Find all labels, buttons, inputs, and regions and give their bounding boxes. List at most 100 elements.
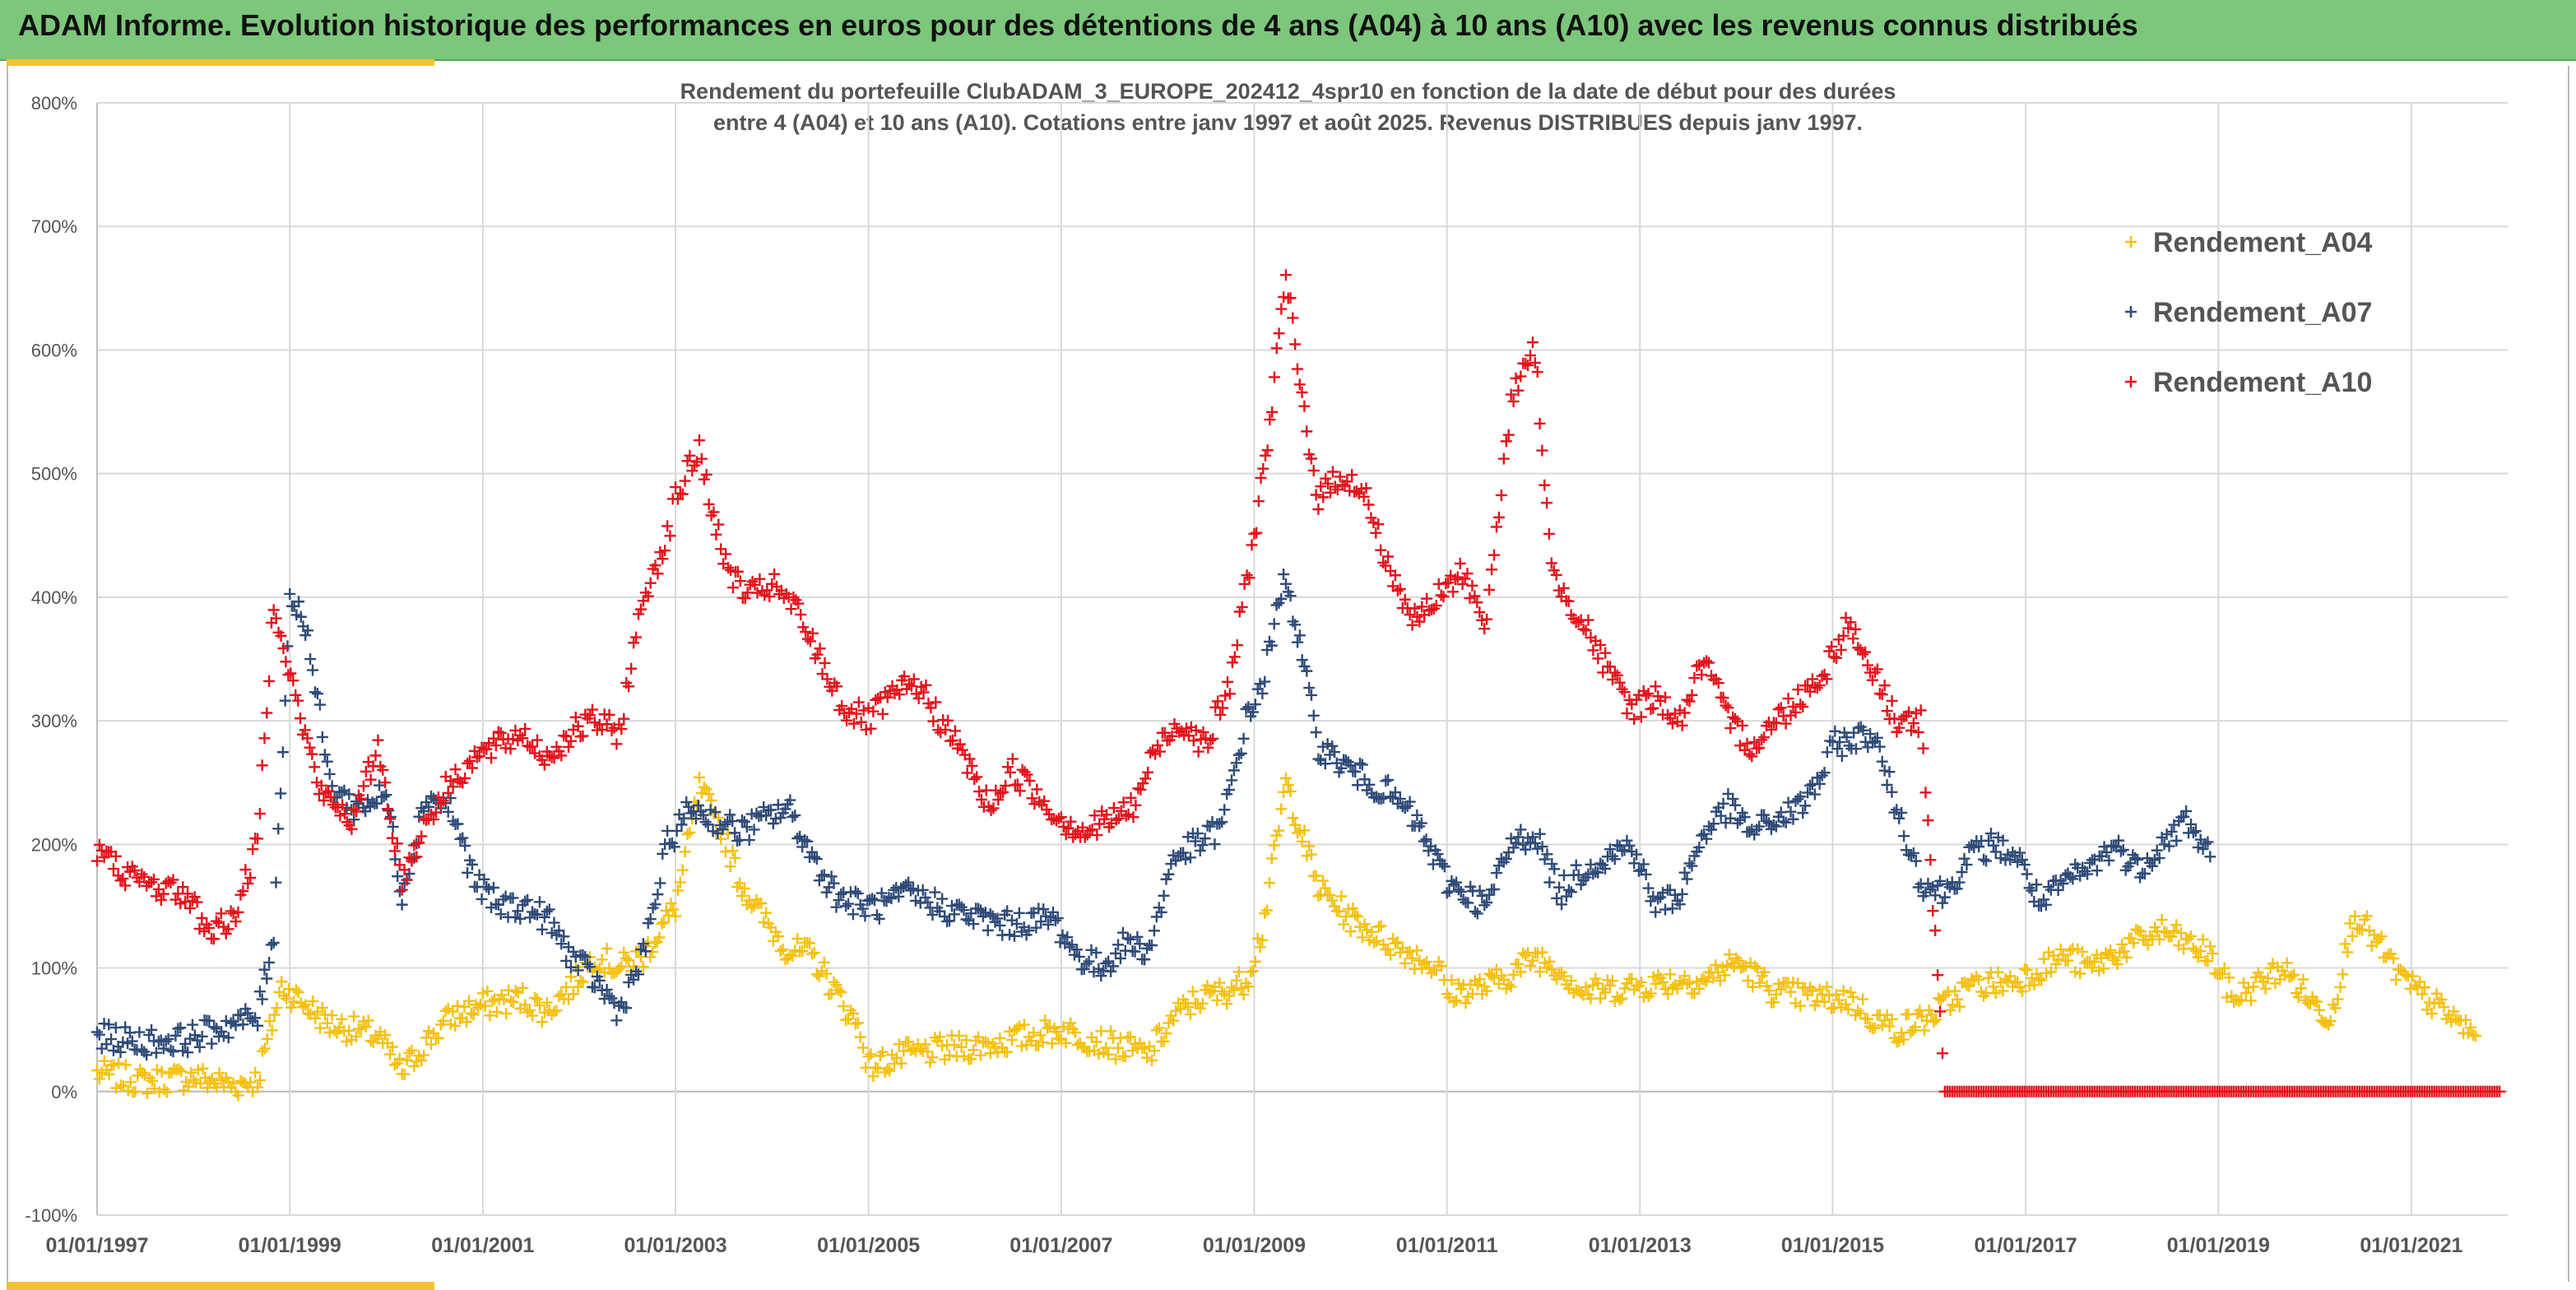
banner-title: ADAM Informe. Evolution historique des p… [18,8,2138,42]
data-point [1175,1003,1187,1015]
data-point [710,528,722,541]
data-point [2098,841,2110,853]
data-point [1642,688,1655,700]
data-point [167,874,179,886]
data-point [815,965,828,977]
data-point [1237,732,1250,745]
data-point [1349,766,1362,778]
data-point [1083,955,1095,968]
data-point [538,1006,550,1019]
data-point [1787,701,1799,713]
data-point [1004,766,1016,778]
data-point [1038,795,1051,807]
data-point [1983,834,1995,847]
data-point [1693,982,1706,995]
data-point [1298,824,1311,837]
data-point [623,954,635,967]
data-point [1124,1031,1136,1043]
data-point [1748,828,1761,841]
data-point [1216,816,1228,828]
data-point [893,1038,905,1051]
data-point [1907,717,1919,730]
data-point [2334,981,2346,993]
data-point [555,988,568,1000]
data-point [2202,955,2214,968]
data-point [1845,616,1857,629]
data-point [1049,914,1061,926]
data-point [1789,706,1802,718]
data-point [1876,755,1888,768]
data-point [1095,1025,1107,1037]
data-point [1211,994,1223,1006]
data-point [2133,925,2145,937]
data-point [1228,764,1240,777]
data-point [1284,590,1297,602]
data-point [1886,786,1898,798]
data-point [1289,338,1302,350]
data-point [174,1022,187,1034]
data-point [486,995,499,1008]
data-point [1461,568,1474,580]
data-point [1249,698,1261,711]
data-point [1898,830,1910,842]
data-point [2161,828,2173,841]
data-point [948,1039,960,1051]
data-point [323,785,335,797]
data-point [1536,841,1548,853]
data-point [463,995,476,1007]
data-point [230,916,242,928]
data-point [840,1014,852,1026]
data-point [1206,816,1218,828]
data-point [1570,859,1582,871]
data-point [1010,1023,1023,1035]
data-point [1529,837,1541,849]
data-point [1270,829,1283,842]
data-point [1693,842,1706,854]
data-point [1196,839,1209,851]
data-point [1944,1005,1956,1017]
data-point [1312,890,1325,903]
data-point [2342,946,2354,958]
data-point [2064,870,2077,883]
data-point [1127,811,1139,824]
data-point [98,1055,110,1067]
data-point [1013,907,1025,919]
data-point [572,964,584,977]
data-point [867,1070,880,1083]
data-point [1196,997,1209,1009]
data-point [789,810,801,822]
data-point [1585,858,1597,870]
data-point [703,788,715,800]
data-point [601,942,613,954]
data-point [2082,868,2094,880]
data-point [852,696,865,708]
data-point [1216,986,1228,998]
data-point [1761,814,1773,827]
data-point [1167,1014,1180,1027]
data-point [772,930,784,943]
data-point [191,896,203,908]
data-point [852,888,864,900]
data-point [791,833,804,845]
data-point [1291,363,1303,375]
data-point [1753,820,1766,833]
data-point [148,873,160,885]
data-point [1681,978,1693,991]
data-point [512,735,524,747]
data-point [884,1065,896,1077]
x-tick-label: 01/01/2015 [1781,1234,1884,1257]
data-point [1536,946,1548,958]
data-point [675,819,688,831]
data-point [929,886,941,898]
data-point [1135,783,1147,796]
data-point [1749,960,1761,972]
data-point [280,656,292,668]
data-point [1052,812,1065,824]
data-point [1539,853,1551,865]
data-point [413,810,425,823]
data-point [954,738,966,750]
data-point [2103,854,2115,866]
data-point [268,1009,281,1021]
data-point [247,843,259,856]
data-point [1611,669,1623,681]
